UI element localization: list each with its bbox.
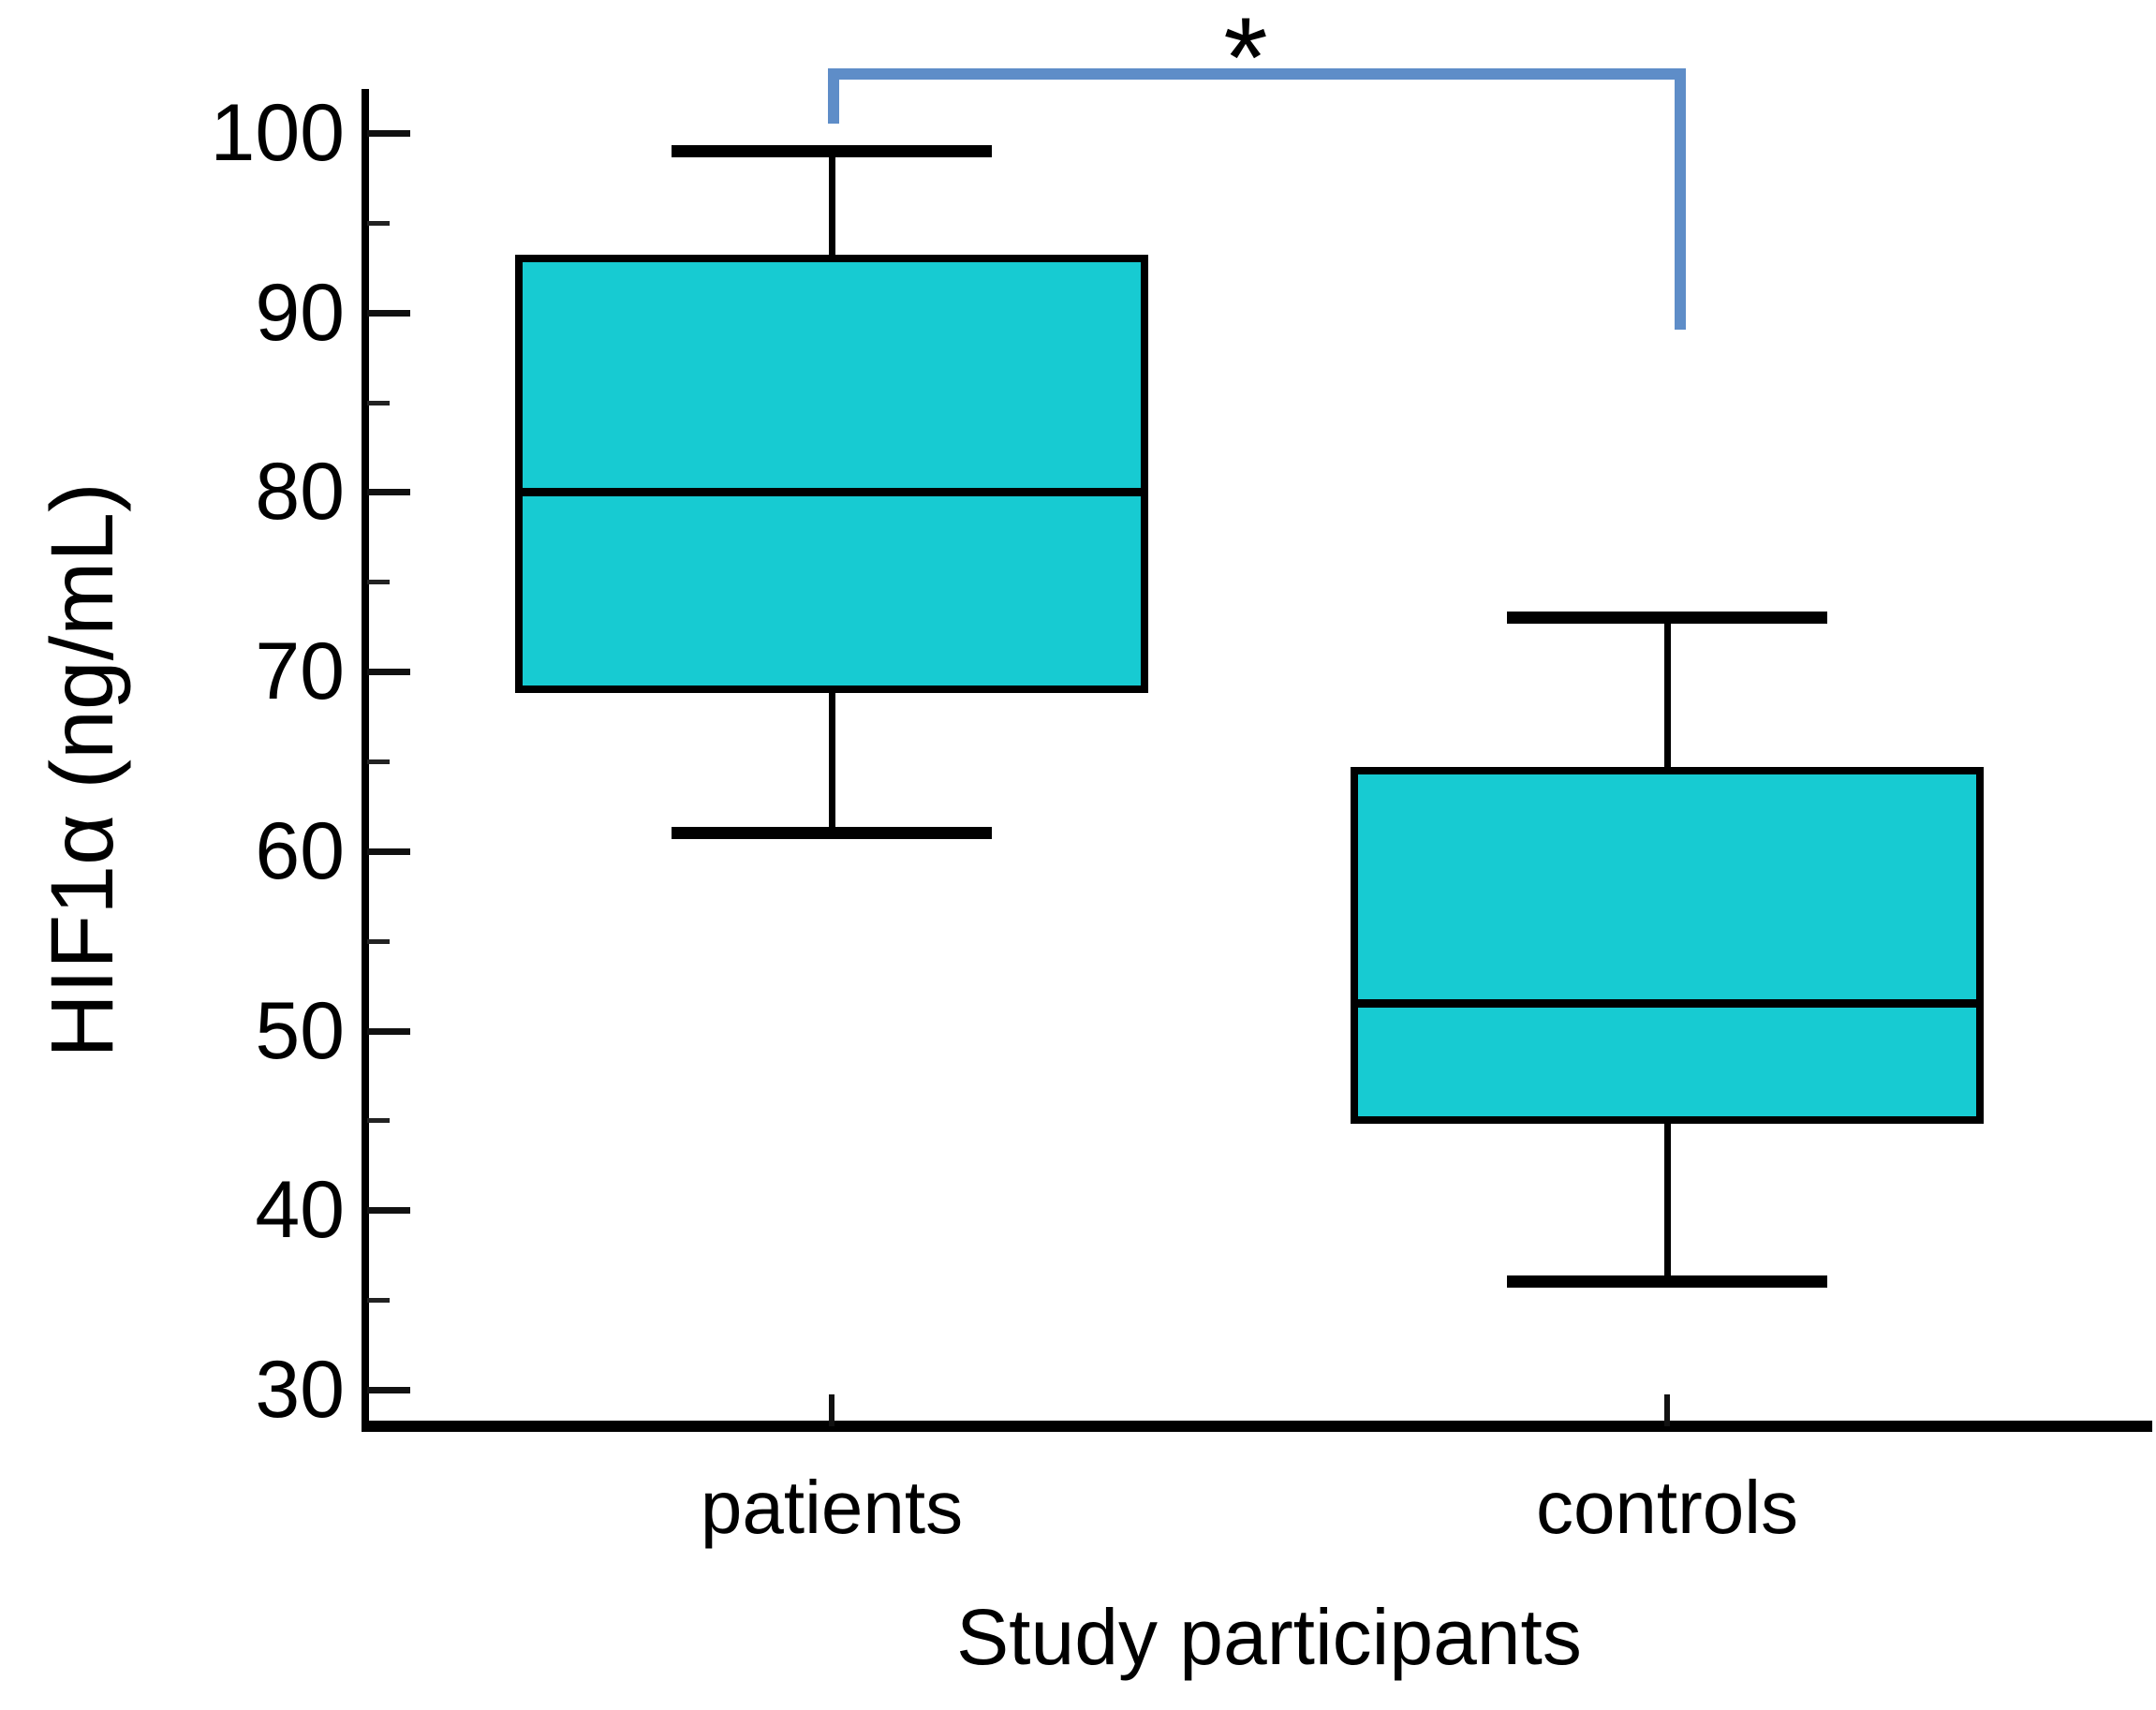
y-tick-label-90: 90 — [255, 267, 345, 358]
x-axis-line — [362, 1421, 2152, 1432]
y-minor-tick-55 — [367, 938, 390, 944]
y-axis-title-text: HIF1α (ng/mL) — [32, 481, 132, 1058]
whisker-cap-min-controls — [1507, 1275, 1827, 1289]
whisker-cap-min-patients — [672, 827, 992, 840]
y-major-tick-40 — [367, 1207, 410, 1215]
y-tick-label-70: 70 — [255, 627, 345, 717]
y-minor-tick-75 — [367, 580, 390, 585]
iqr-box-patients — [515, 255, 1148, 694]
y-major-tick-30 — [367, 1386, 410, 1393]
y-minor-tick-65 — [367, 759, 390, 764]
y-major-tick-100 — [367, 130, 410, 137]
y-tick-label-100: 100 — [210, 88, 346, 178]
whisker-cap-max-controls — [1507, 612, 1827, 625]
significance-asterisk: * — [1223, 0, 1268, 121]
x-axis-title: Study participants — [956, 1593, 1582, 1681]
y-tick-label-40: 40 — [255, 1165, 345, 1256]
x-category-label-patients: patients — [700, 1466, 964, 1549]
y-major-tick-70 — [367, 669, 410, 676]
iqr-box-controls — [1351, 766, 1984, 1125]
whisker-cap-max-patients — [672, 144, 992, 157]
y-tick-label-80: 80 — [255, 447, 345, 538]
y-major-tick-80 — [367, 489, 410, 496]
y-tick-label-60: 60 — [255, 805, 345, 896]
y-major-tick-90 — [367, 309, 410, 317]
y-minor-tick-95 — [367, 220, 390, 226]
y-tick-label-30: 30 — [255, 1344, 345, 1435]
x-tick-controls — [1664, 1394, 1670, 1426]
significance-bracket-left-leg — [828, 68, 839, 124]
significance-bracket-right-leg — [1675, 68, 1686, 330]
x-category-label-controls: controls — [1535, 1466, 1799, 1549]
y-axis-line — [362, 89, 369, 1432]
y-minor-tick-35 — [367, 1298, 390, 1304]
y-tick-label-50: 50 — [255, 985, 345, 1076]
x-tick-patients — [829, 1394, 834, 1426]
y-minor-tick-85 — [367, 400, 390, 405]
y-major-tick-50 — [367, 1027, 410, 1035]
significance-bracket-horizontal — [828, 68, 1686, 80]
y-major-tick-60 — [367, 848, 410, 855]
median-line-patients — [515, 487, 1148, 496]
median-line-controls — [1351, 999, 1984, 1009]
y-minor-tick-45 — [367, 1118, 390, 1124]
